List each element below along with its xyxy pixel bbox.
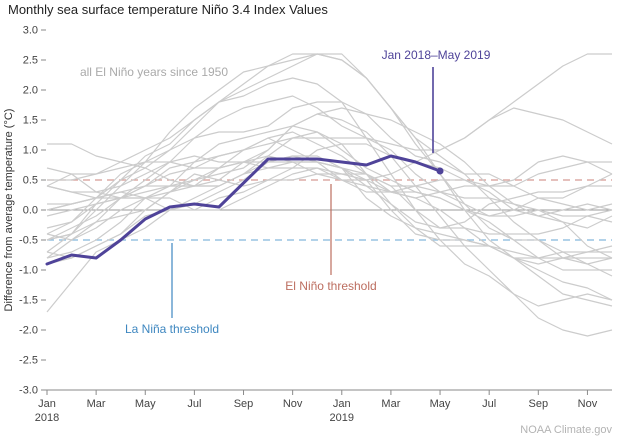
y-tick-label: -3.0: [19, 385, 38, 397]
el-nino-year-line: [46, 107, 613, 229]
el-nino-year-line: [46, 131, 612, 229]
x-tick-label: May: [430, 398, 451, 410]
y-tick-label: 0.0: [23, 205, 38, 217]
all-el-nino-years-label: all El Niño years since 1950: [80, 65, 228, 79]
y-tick-label: -1.5: [19, 295, 38, 307]
y-tick-label: 0.5: [23, 175, 38, 187]
year-label: 2019: [330, 412, 354, 424]
el-nino-year-line: [47, 131, 612, 271]
y-tick-label: -1.0: [19, 265, 38, 277]
x-tick-label: May: [135, 398, 156, 410]
latest-month-marker: [436, 167, 444, 175]
axes: 3.0 2.5 2.0 1.5 1.0 0.5 0.0 -0.5 -1.0 -1.5 -2.0 -2.…: [19, 25, 612, 424]
chart-title: Monthly sea surface temperature Niño 3.4…: [8, 2, 328, 17]
highlight-series-line: [45, 154, 442, 266]
el-nino-year-line: [47, 53, 613, 253]
el-nino-year-line: [46, 53, 613, 265]
el-nino-year-line: [46, 77, 613, 337]
x-tick-label: Nov: [578, 398, 598, 410]
y-tick-label: 2.0: [23, 85, 38, 97]
el-nino-year-line: [46, 107, 613, 241]
la-nina-threshold-label: La Niña threshold: [125, 322, 219, 336]
y-tick-label: -0.5: [19, 235, 38, 247]
el-nino-year-line: [46, 143, 613, 259]
x-tick-label: Jul: [482, 398, 496, 410]
credit-text: NOAA Climate.gov: [520, 424, 612, 436]
annotations: all El Niño years since 1950 Jan 2018–Ma…: [80, 48, 613, 436]
y-tick-label: 1.0: [23, 145, 38, 157]
x-tick-label: Jan: [38, 398, 56, 410]
x-tick-label: Sep: [234, 398, 254, 410]
x-tick-label: Mar: [87, 398, 106, 410]
y-axis-title: Difference from average temperature (°C): [3, 109, 15, 312]
x-tick-label: Nov: [283, 398, 303, 410]
el-nino-year-line: [46, 113, 613, 307]
el-nino-year-line: [47, 143, 613, 277]
year-label: 2018: [35, 412, 59, 424]
y-tick-label: 3.0: [23, 25, 38, 37]
x-tick-label: Jul: [187, 398, 201, 410]
el-nino-year-line: [46, 161, 613, 259]
y-tick-label: 2.5: [23, 55, 38, 67]
el-nino-year-line: [46, 161, 613, 235]
highlight-series-label: Jan 2018–May 2019: [382, 48, 491, 62]
y-tick-label: -2.0: [19, 325, 38, 337]
y-tick-label: 1.5: [23, 115, 38, 127]
x-tick-label: Sep: [529, 398, 549, 410]
series-lines: [45, 53, 613, 337]
x-tick-label: Jan: [333, 398, 351, 410]
el-nino-year-line: [46, 53, 612, 241]
y-tick-label: -2.5: [19, 355, 38, 367]
el-nino-year-line: [46, 101, 613, 229]
el-nino-threshold-label: El Niño threshold: [285, 279, 376, 293]
x-tick-label: Mar: [381, 398, 400, 410]
